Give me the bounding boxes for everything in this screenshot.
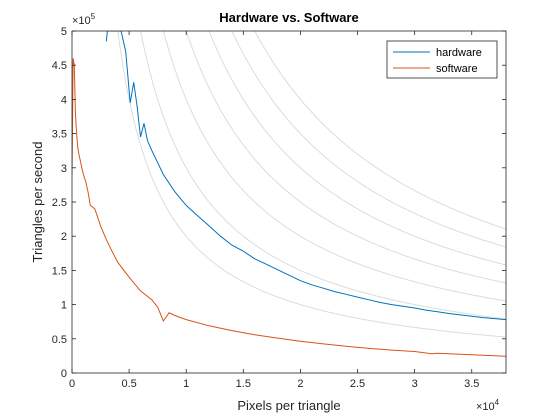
x-tick-label: 2: [297, 378, 303, 390]
x-axis: 0 0.5 1 1.5 2 2.5 3 3.5: [69, 31, 479, 390]
y-tick-label: 3.5: [52, 129, 67, 141]
x-tick-label: 1.5: [236, 378, 251, 390]
y-tick-label: 3: [61, 163, 67, 175]
reference-curve: [208, 31, 506, 266]
y-exponent-label: ×105: [72, 12, 96, 27]
reference-curve: [231, 31, 506, 248]
y-axis: 0 0.5 1 1.5 2 2.5 3 3.5 4 4.5 5: [52, 26, 506, 380]
reference-curve: [254, 31, 506, 230]
legend: hardware software: [386, 40, 498, 79]
x-exponent-base: ×10: [476, 401, 495, 413]
y-tick-label: 2: [61, 231, 67, 243]
y-tick-label: 2.5: [52, 197, 67, 209]
reference-curve: [117, 31, 506, 338]
x-tick-label: 3.5: [464, 378, 479, 390]
x-exponent-label: ×104: [476, 398, 500, 413]
y-tick-label: 1.5: [52, 265, 67, 277]
y-exponent-power: 5: [91, 12, 96, 21]
series-line-hardware: [105, 31, 506, 321]
legend-box: [386, 40, 498, 79]
legend-label-hardware: hardware: [436, 47, 482, 59]
series-lines: [72, 31, 506, 357]
reference-curves: [117, 31, 506, 338]
reference-curve: [162, 31, 506, 302]
x-exponent-power: 4: [495, 398, 500, 407]
plot-area: [72, 31, 506, 373]
y-exponent-base: ×10: [72, 15, 91, 27]
y-tick-label: 1: [61, 300, 67, 312]
x-tick-label: 2.5: [350, 378, 365, 390]
y-tick-label: 4.5: [52, 60, 67, 72]
x-tick-label: 1: [183, 378, 189, 390]
x-tick-label: 3: [412, 378, 418, 390]
y-axis-label: Triangles per second: [30, 142, 45, 263]
y-tick-label: 5: [61, 26, 67, 38]
series-line-software: [72, 58, 506, 357]
x-tick-label: 0: [69, 378, 75, 390]
y-tick-label: 0.5: [52, 334, 67, 346]
reference-curve: [140, 31, 506, 320]
chart-title: Hardware vs. Software: [219, 10, 358, 25]
y-tick-label: 0: [61, 368, 67, 380]
x-tick-label: 0.5: [121, 378, 136, 390]
legend-label-software: software: [436, 63, 478, 75]
x-axis-label: Pixels per triangle: [237, 398, 340, 413]
y-tick-label: 4: [61, 94, 67, 106]
reference-curve: [185, 31, 506, 284]
